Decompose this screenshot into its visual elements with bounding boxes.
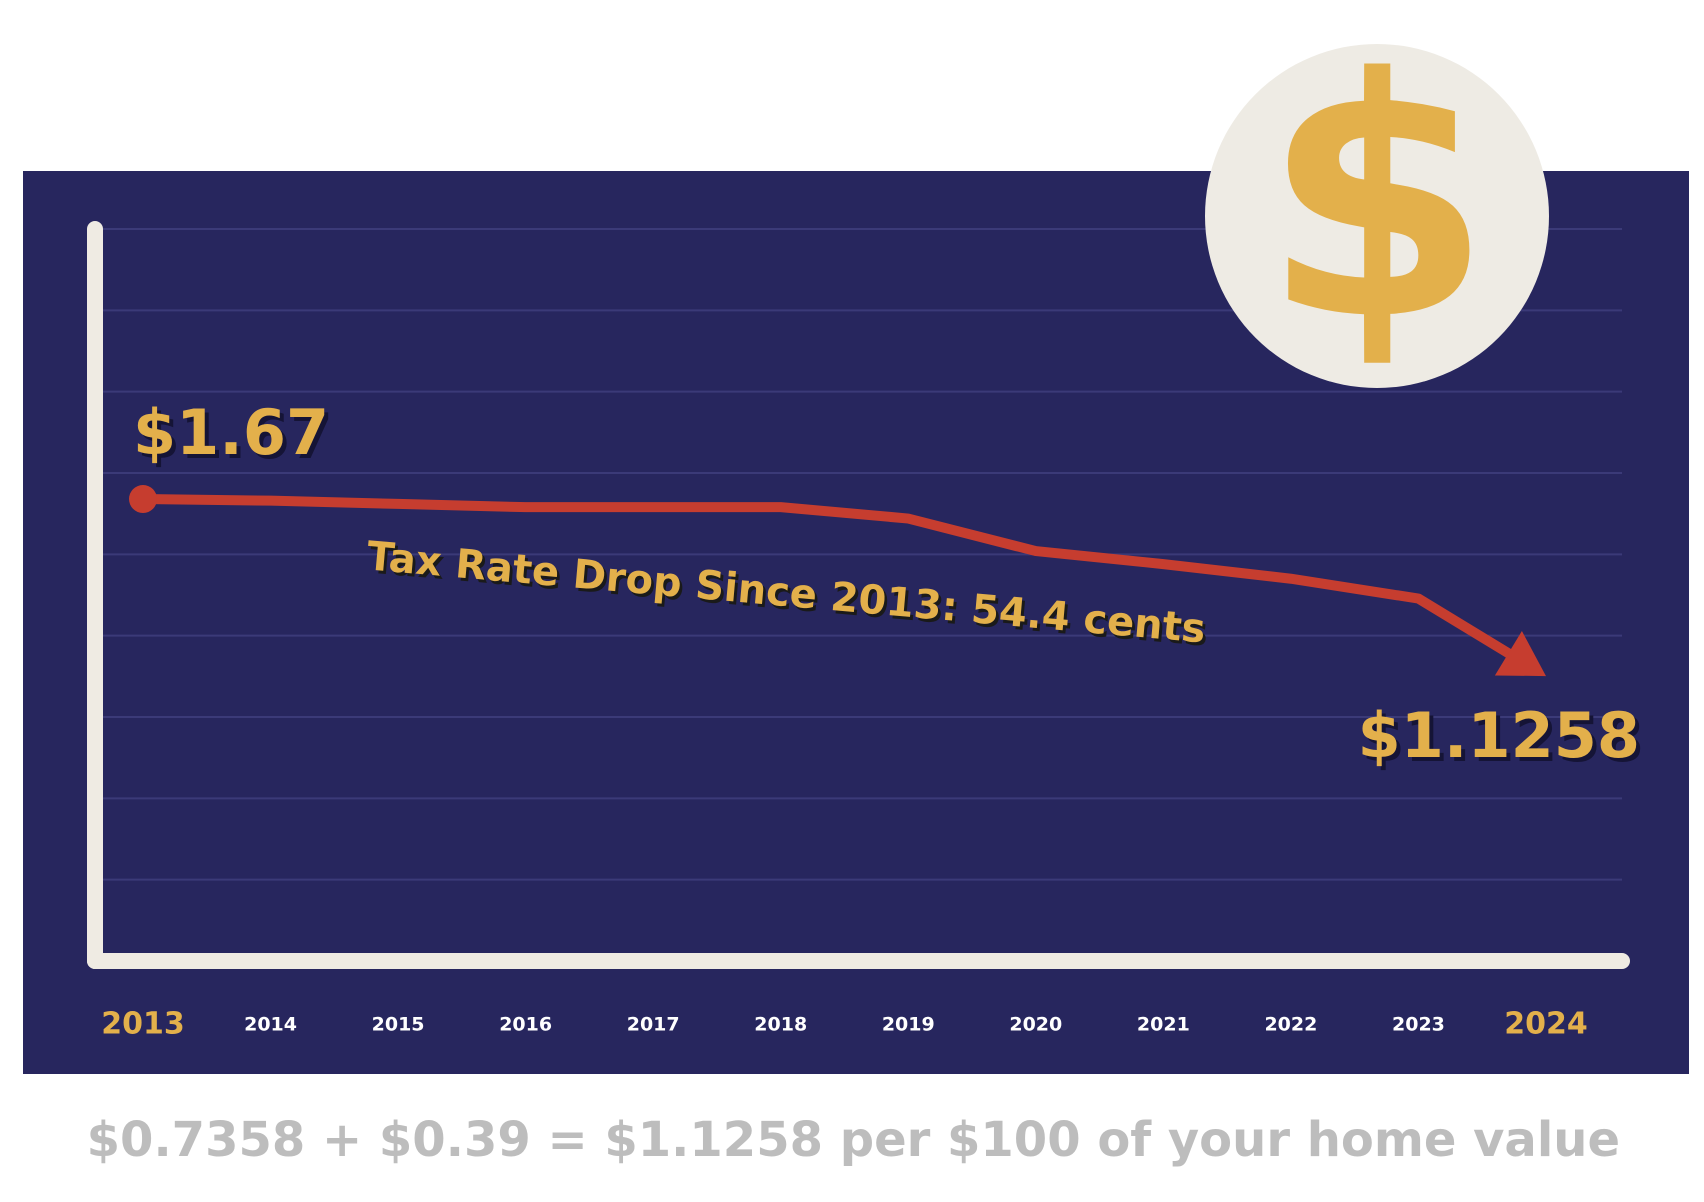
value-label: $1.67: [133, 396, 329, 469]
value-label: $1.1258: [1358, 699, 1640, 772]
footnote: $0.7358 + $0.39 = $1.1258 per $100 of yo…: [87, 1112, 1620, 1168]
dollar-icon: $: [1262, 8, 1492, 392]
x-tick-label: 2020: [1009, 1014, 1062, 1036]
x-tick-label: 2015: [372, 1014, 425, 1036]
x-tick-label: 2017: [627, 1014, 680, 1036]
x-tick-label: 2016: [499, 1014, 552, 1036]
value-label-shadow: $1.1258: [1362, 703, 1644, 776]
x-tick-label: 2014: [244, 1014, 297, 1036]
start-point: [129, 485, 157, 514]
value-label-shadow: $1.67: [137, 400, 333, 473]
arrow-head: [1494, 631, 1546, 677]
x-tick-label: 2018: [754, 1014, 807, 1036]
x-tick-label: 2022: [1264, 1014, 1317, 1036]
x-tick-label: 2019: [882, 1014, 935, 1036]
x-tick-label: 2021: [1137, 1014, 1190, 1036]
x-tick-label: 2023: [1392, 1014, 1445, 1036]
x-tick-label: 2024: [1504, 1007, 1588, 1042]
x-tick-label: 2013: [101, 1007, 185, 1042]
rate-line: [142, 494, 1523, 665]
coin: [1205, 44, 1549, 388]
